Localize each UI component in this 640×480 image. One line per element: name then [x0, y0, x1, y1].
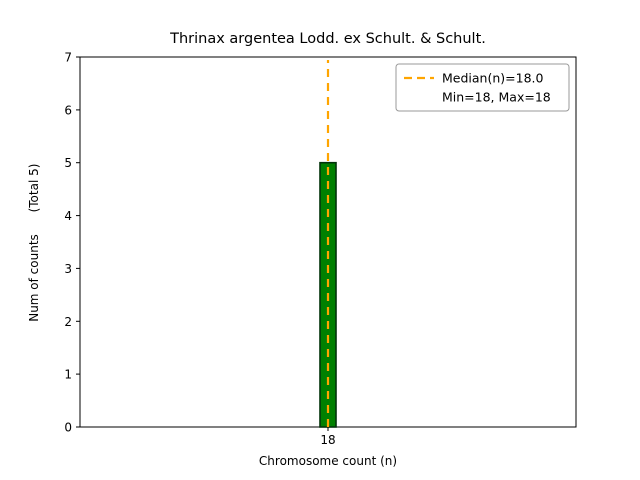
- y-tick-label-4: 4: [64, 209, 72, 223]
- y-tick-marks: [76, 56, 80, 428]
- y-tick-label-0: 0: [64, 421, 72, 435]
- y-axis-label-total: (Total 5): [27, 164, 41, 213]
- y-tick-label-7: 7: [64, 51, 72, 65]
- legend: Median(n)=18.0 Min=18, Max=18: [395, 63, 570, 112]
- legend-entry-median: Median(n)=18.0: [442, 71, 543, 86]
- y-tick-label-2: 2: [64, 315, 72, 329]
- chart-title: Thrinax argentea Lodd. ex Schult. & Schu…: [169, 31, 486, 47]
- y-tick-label-6: 6: [64, 103, 72, 117]
- legend-entry-minmax: Min=18, Max=18: [442, 90, 551, 105]
- y-axis-label: Num of counts: [27, 234, 41, 322]
- y-tick-label-3: 3: [64, 262, 72, 276]
- x-axis-label: Chromosome count (n): [259, 454, 397, 468]
- y-tick-label-5: 5: [64, 156, 72, 170]
- x-tick-label: 18: [320, 433, 335, 447]
- legend-frame: [395, 63, 570, 112]
- y-tick-label-1: 1: [64, 368, 72, 382]
